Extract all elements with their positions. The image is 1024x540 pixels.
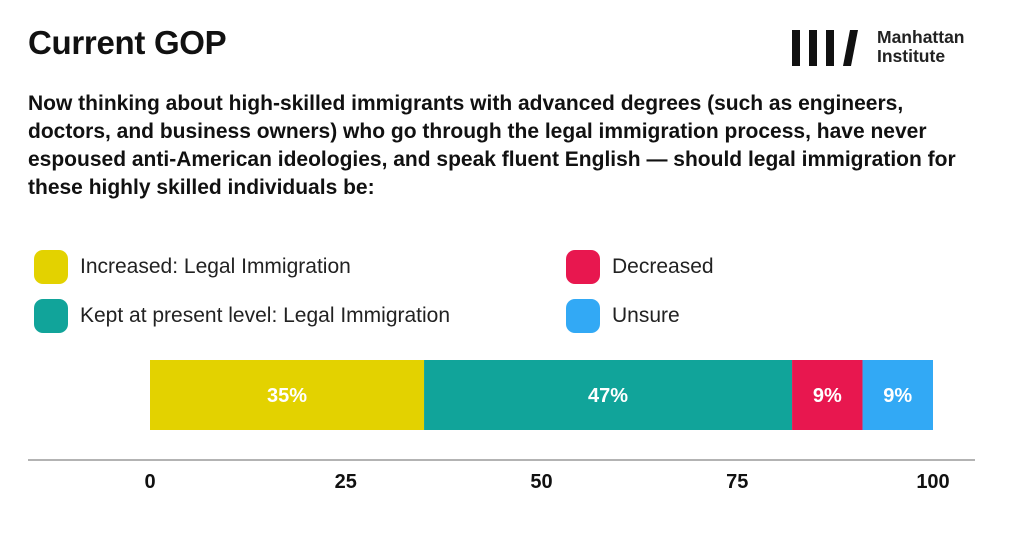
x-tick-label: 0 — [144, 471, 155, 493]
legend-label-kept: Kept at present level: Legal Immigration — [80, 304, 451, 327]
bar-label-increased: 35% — [267, 385, 307, 407]
bar-label-decreased: 9% — [813, 385, 842, 407]
manhattan-institute-logo: Manhattan Institute — [792, 28, 992, 68]
bar-label-kept-at-present-level: 47% — [588, 385, 628, 407]
bar-segment-decreased — [792, 360, 863, 430]
logo-text-line2: Institute — [877, 46, 946, 66]
chart-title: Current GOP — [28, 24, 227, 61]
x-tick-label: 25 — [335, 471, 357, 493]
logo-text-line1: Manhattan — [877, 27, 965, 47]
legend-swatch-kept — [34, 299, 68, 333]
x-tick-label: 75 — [726, 471, 748, 493]
bar-segment-unsure — [862, 360, 933, 430]
legend-swatch-unsure — [566, 299, 600, 333]
x-tick-label: 100 — [916, 471, 949, 493]
legend-label-unsure: Unsure — [612, 304, 680, 327]
survey-question: Now thinking about high-skilled immigran… — [28, 92, 956, 199]
legend-label-increased: Increased: Legal Immigration — [80, 255, 351, 278]
legend-swatch-increased — [34, 250, 68, 284]
manhattan-institute-logo-icon — [792, 30, 858, 66]
bar-segment-increased — [150, 360, 425, 430]
legend-swatch-decreased — [566, 250, 600, 284]
legend-label-decreased: Decreased — [612, 255, 714, 278]
bar-label-unsure: 9% — [883, 385, 912, 407]
x-tick-label: 50 — [530, 471, 552, 493]
stacked-bar-chart: 35% 47% 9% 9% 0 25 50 75 100 — [28, 360, 975, 493]
bar-segment-kept-at-present-level — [424, 360, 793, 430]
